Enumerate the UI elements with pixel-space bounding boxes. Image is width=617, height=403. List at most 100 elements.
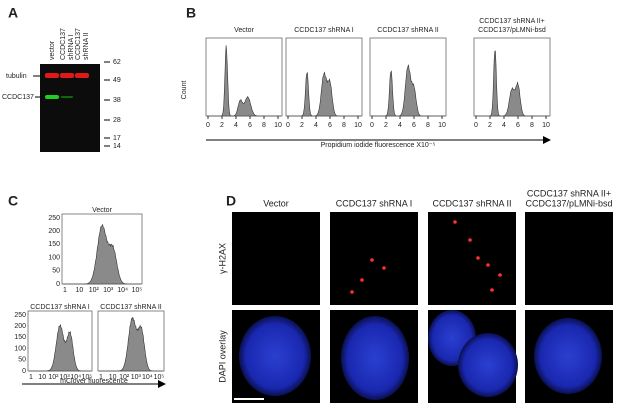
plot-title: Vector (92, 207, 113, 214)
histogram (99, 316, 163, 372)
marker-label: 14 (113, 143, 121, 150)
micrograph (330, 212, 418, 305)
focus (350, 290, 354, 294)
x-tick-label: 10 (38, 374, 46, 381)
y-tick-label: 0 (22, 368, 26, 375)
nucleus (534, 318, 602, 394)
x-tick-label: 10⁴ (70, 374, 81, 381)
focus (490, 288, 494, 292)
plot-title: CCDC137 shRNA I (294, 27, 354, 34)
plot-title: CCDC137 shRNA II (100, 304, 162, 311)
y-tick-label: 100 (14, 345, 26, 352)
x-axis-label: mClover fluorescence (60, 378, 128, 385)
y-tick-label: 0 (56, 281, 60, 288)
panel-label: B (186, 5, 196, 21)
x-tick-label: 2 (220, 122, 224, 129)
x-tick-label: 4 (234, 122, 238, 129)
x-tick-label: 6 (412, 122, 416, 129)
x-tick-label: 1 (29, 374, 33, 381)
tubulin-band (60, 73, 74, 78)
x-tick-label: 4 (398, 122, 402, 129)
x-tick-label: 10³ (60, 374, 71, 381)
focus (382, 266, 386, 270)
band-label: tubulin (6, 73, 27, 80)
y-tick-label: 250 (14, 312, 26, 319)
x-tick-label: 10 (109, 374, 117, 381)
histogram (287, 71, 361, 117)
plot-title: CCDC137/pLMNi-bsd (478, 27, 546, 34)
x-tick-label: 8 (426, 122, 430, 129)
x-tick-label: 10⁵ (82, 374, 93, 381)
x-tick-label: 10 (76, 287, 84, 294)
x-tick-label: 8 (342, 122, 346, 129)
x-tick-label: 0 (206, 122, 210, 129)
x-axis-label: Propidium iodide fluorescence X10⁻⁵ (321, 142, 436, 149)
y-tick-label: 200 (48, 228, 60, 235)
column-title: CCDC137/pLMNi-bsd (525, 198, 612, 208)
y-tick-label: 100 (48, 254, 60, 261)
panel-label: D (226, 193, 236, 209)
x-tick-label: 10² (89, 287, 100, 294)
column-title: CCDC137 shRNA I (336, 198, 413, 208)
marker-label: 17 (113, 135, 121, 142)
x-tick-label: 0 (370, 122, 374, 129)
focus (476, 256, 480, 260)
lane-label: shRNA II (83, 32, 90, 60)
ccdc-band (61, 96, 73, 98)
plot-title: CCDC137 shRNA II+ (479, 18, 545, 25)
y-tick-label: 200 (14, 323, 26, 330)
x-tick-label: 10² (119, 374, 130, 381)
tubulin-band (45, 73, 59, 78)
column-title: CCDC137 shRNA II+ (527, 188, 611, 198)
row-label: DAPI overlay (217, 330, 227, 383)
lane-label: vector (49, 40, 56, 60)
marker-label: 38 (113, 97, 121, 104)
x-tick-label: 4 (314, 122, 318, 129)
focus (453, 220, 457, 224)
x-tick-label: 10 (438, 122, 446, 129)
x-tick-label: 0 (286, 122, 290, 129)
histogram (29, 324, 91, 372)
nucleus (341, 316, 409, 400)
focus (468, 238, 472, 242)
y-tick-label: 50 (18, 357, 26, 364)
x-tick-label: 6 (328, 122, 332, 129)
x-tick-label: 10⁴ (117, 287, 128, 294)
micrograph (428, 212, 516, 305)
x-tick-label: 2 (488, 122, 492, 129)
focus (360, 278, 364, 282)
tubulin-band (75, 73, 89, 78)
lane-label: shRNA I (68, 34, 75, 60)
lane-label: CCDC137 (75, 28, 82, 60)
micrograph (232, 212, 320, 305)
histogram (63, 223, 141, 285)
y-tick-label: 150 (48, 241, 60, 248)
lane-label: CCDC137 (60, 28, 67, 60)
panel-label: A (8, 5, 18, 21)
micrograph (525, 212, 613, 305)
x-tick-label: 10 (274, 122, 282, 129)
x-tick-label: 0 (474, 122, 478, 129)
plot-title: CCDC137 shRNA II (377, 27, 439, 34)
y-tick-label: 250 (48, 215, 60, 222)
y-tick-label: 150 (14, 334, 26, 341)
ccdc-band (45, 95, 59, 99)
x-tick-label: 10 (542, 122, 550, 129)
x-tick-label: 10⁵ (154, 374, 165, 381)
x-tick-label: 10⁵ (132, 287, 143, 294)
y-tick-label: 50 (52, 268, 60, 275)
histogram (207, 45, 281, 117)
row-label: γ-H2AX (217, 243, 227, 274)
band-label: CCDC137 (2, 94, 34, 101)
x-tick-label: 10³ (131, 374, 142, 381)
nucleus (458, 333, 518, 397)
panel-label: C (8, 193, 18, 209)
y-axis-label: Count (181, 81, 188, 100)
column-title: CCDC137 shRNA II (432, 198, 511, 208)
x-tick-label: 1 (63, 287, 67, 294)
x-tick-label: 10³ (103, 287, 114, 294)
blot (40, 64, 100, 152)
plot-title: Vector (234, 27, 255, 34)
plot-title: CCDC137 shRNA I (30, 304, 90, 311)
